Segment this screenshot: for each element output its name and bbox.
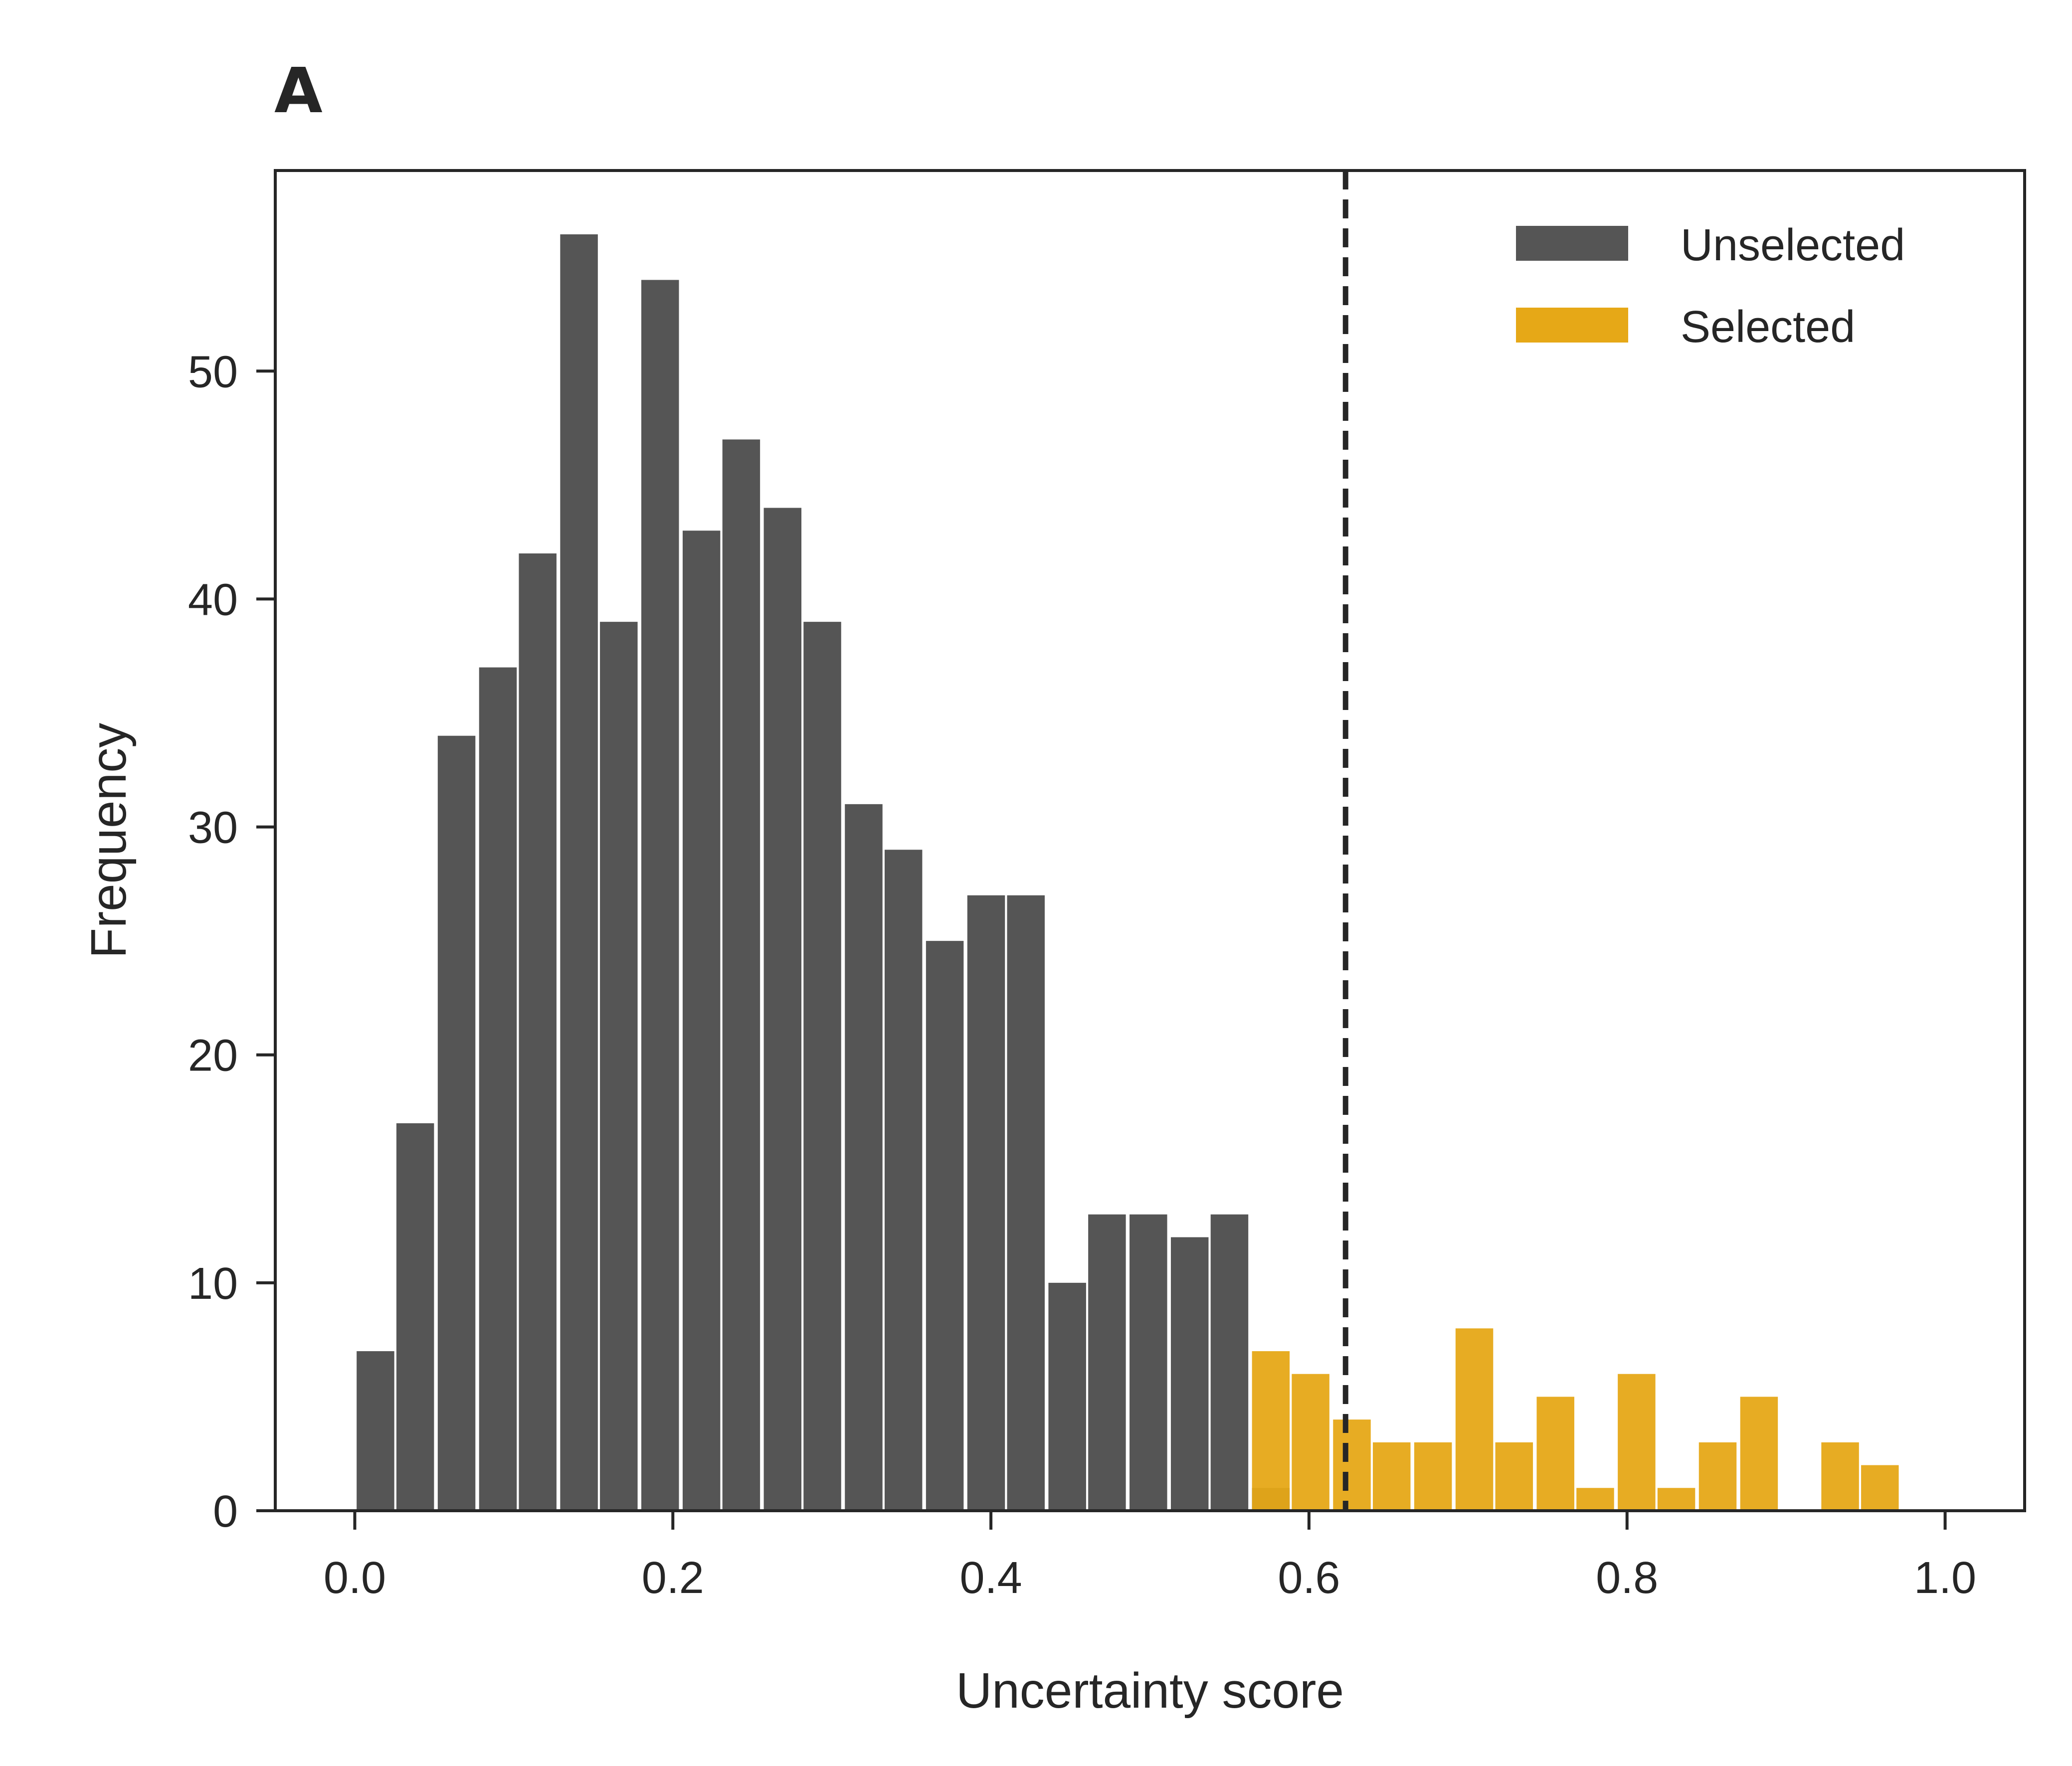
x-tick-label-0: 0.0 — [324, 1553, 386, 1603]
bar-unselected-15 — [967, 895, 1005, 1511]
bar-unselected-20 — [1170, 1237, 1209, 1511]
legend: Unselected Selected — [1516, 220, 1905, 352]
bar-selected-2 — [1333, 1419, 1371, 1511]
y-tick-label-1: 10 — [188, 1259, 238, 1309]
bar-unselected-8 — [682, 530, 721, 1511]
bar-unselected-3 — [479, 667, 517, 1511]
bar-unselected-5 — [560, 234, 598, 1511]
bar-selected-10 — [1657, 1488, 1695, 1511]
bar-unselected-4 — [519, 553, 557, 1511]
x-tick-label-1: 0.2 — [642, 1553, 704, 1603]
y-tick-label-0: 0 — [213, 1487, 238, 1537]
bar-selected-0 — [1252, 1351, 1290, 1511]
y-tick-label-3: 30 — [188, 803, 238, 853]
bar-selected-4 — [1414, 1442, 1452, 1511]
bars-unselected — [357, 234, 1290, 1511]
bar-unselected-7 — [641, 280, 679, 1511]
bar-selected-7 — [1536, 1397, 1574, 1511]
bar-unselected-14 — [926, 941, 964, 1511]
bar-unselected-11 — [803, 622, 841, 1511]
bar-selected-9 — [1618, 1374, 1656, 1511]
bar-selected-11 — [1698, 1442, 1737, 1511]
bar-unselected-17 — [1048, 1282, 1086, 1511]
legend-label-unselected: Unselected — [1681, 220, 1905, 270]
x-tick-label-2: 0.4 — [960, 1553, 1022, 1603]
bar-unselected-12 — [845, 804, 883, 1511]
bar-selected-3 — [1373, 1442, 1411, 1511]
bar-selected-15 — [1861, 1465, 1899, 1511]
bar-selected-1 — [1292, 1374, 1329, 1511]
x-axis: 0.0 0.2 0.4 0.6 0.8 1.0 — [324, 1511, 1976, 1603]
bar-unselected-21 — [1210, 1214, 1249, 1511]
bar-selected-5 — [1455, 1328, 1494, 1511]
x-tick-label-4: 0.8 — [1596, 1553, 1658, 1603]
legend-label-selected: Selected — [1681, 302, 1855, 352]
y-axis-label: Frequency — [81, 723, 137, 958]
y-tick-label-4: 40 — [188, 575, 238, 625]
bars-selected — [1252, 1328, 1899, 1511]
panel-label: A — [274, 55, 323, 127]
bar-unselected-0 — [357, 1351, 394, 1511]
y-axis: 0 10 20 30 40 50 — [188, 347, 275, 1537]
bar-selected-6 — [1495, 1442, 1533, 1511]
y-tick-label-5: 50 — [188, 347, 238, 397]
legend-swatch-selected — [1516, 308, 1628, 343]
bar-unselected-19 — [1130, 1214, 1167, 1511]
y-tick-label-2: 20 — [188, 1031, 238, 1081]
bar-selected-12 — [1740, 1397, 1778, 1511]
legend-swatch-unselected — [1516, 226, 1628, 261]
bar-unselected-13 — [884, 850, 923, 1511]
x-axis-label: Uncertainty score — [956, 1663, 1344, 1719]
bar-unselected-9 — [722, 439, 760, 1511]
bar-unselected-1 — [396, 1123, 434, 1511]
x-tick-label-5: 1.0 — [1914, 1553, 1976, 1603]
bar-unselected-18 — [1088, 1214, 1126, 1511]
bar-selected-14 — [1821, 1442, 1859, 1511]
bar-unselected-2 — [437, 735, 476, 1511]
bar-unselected-16 — [1007, 895, 1045, 1511]
plot-frame — [274, 169, 2026, 1512]
bar-unselected-10 — [763, 508, 802, 1511]
bar-unselected-6 — [600, 622, 638, 1511]
x-tick-label-3: 0.6 — [1278, 1553, 1340, 1603]
bar-selected-8 — [1576, 1488, 1614, 1511]
